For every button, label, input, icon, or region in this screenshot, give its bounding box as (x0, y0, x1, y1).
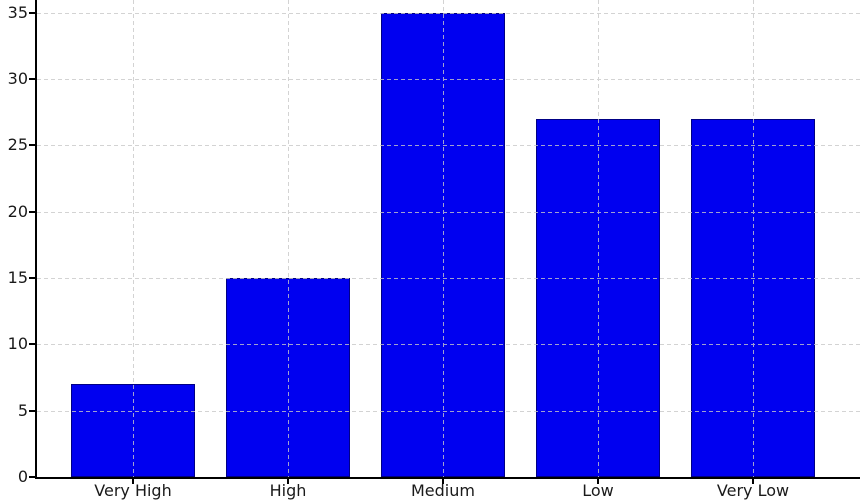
x-grid-line (443, 0, 444, 477)
y-tick-mark (29, 12, 35, 14)
y-grid-line (37, 411, 860, 412)
y-tick-label: 0 (17, 467, 28, 486)
y-tick-label: 10 (7, 334, 28, 353)
y-tick-mark (29, 144, 35, 146)
x-axis-spine (35, 477, 860, 479)
y-tick-mark (29, 211, 35, 213)
y-tick-label: 5 (17, 401, 28, 420)
x-tick-label: Medium (411, 481, 475, 500)
y-tick-label: 35 (7, 3, 28, 22)
x-tick-label: Low (582, 481, 614, 500)
x-grid-line (133, 0, 134, 477)
y-axis-spine (35, 0, 37, 479)
y-tick-mark (29, 476, 35, 478)
y-tick-label: 25 (7, 135, 28, 154)
x-tick-mark (287, 479, 289, 484)
y-tick-label: 15 (7, 268, 28, 287)
x-tick-mark (752, 479, 754, 484)
y-tick-mark (29, 277, 35, 279)
y-tick-mark (29, 78, 35, 80)
y-tick-label: 30 (7, 69, 28, 88)
x-grid-line (598, 0, 599, 477)
y-grid-line (37, 13, 860, 14)
y-grid-line (37, 212, 860, 213)
x-tick-label: High (269, 481, 307, 500)
y-grid-line (37, 79, 860, 80)
x-grid-line (288, 0, 289, 477)
x-tick-label: Very Low (716, 481, 790, 500)
y-grid-line (37, 278, 860, 279)
y-tick-mark (29, 410, 35, 412)
x-tick-mark (132, 479, 134, 484)
x-grid-line (753, 0, 754, 477)
y-grid-line (37, 145, 860, 146)
x-tick-mark (597, 479, 599, 484)
y-tick-mark (29, 343, 35, 345)
x-tick-label: Very High (94, 481, 172, 500)
x-tick-mark (442, 479, 444, 484)
y-grid-line (37, 344, 860, 345)
y-tick-label: 20 (7, 202, 28, 221)
